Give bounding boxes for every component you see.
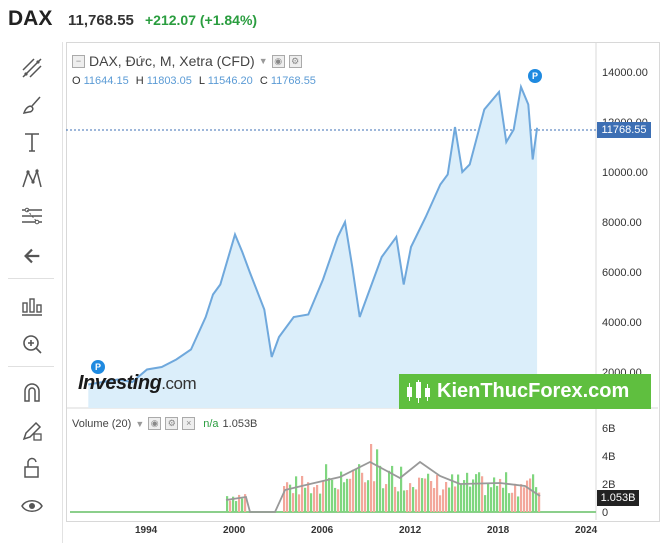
unlock-icon[interactable]: [16, 452, 48, 484]
volume-badge: 1.053B: [597, 490, 639, 506]
open-value: 11644.15: [83, 75, 129, 87]
eye-icon[interactable]: [16, 490, 48, 522]
ruler-icon[interactable]: [16, 290, 48, 322]
trend-line-icon[interactable]: [16, 52, 48, 84]
collapse-icon[interactable]: −: [72, 54, 85, 68]
toolbar-divider: [8, 278, 54, 279]
lock-pencil-icon[interactable]: [16, 415, 48, 447]
investing-text: Investing: [78, 372, 162, 394]
pivot-marker-icon[interactable]: P: [528, 69, 542, 83]
chevron-down-icon[interactable]: ▼: [258, 56, 268, 66]
pattern-icon[interactable]: [16, 163, 48, 195]
volume-label: Volume (20): [72, 417, 132, 430]
last-price: 11,768.55: [68, 12, 134, 29]
pivot-marker-icon[interactable]: P: [91, 360, 105, 374]
time-tick-label: 1994: [135, 525, 158, 536]
chart-legend: − DAX, Đức, M, Xetra (CFD) ▼ ◉ ⚙: [72, 53, 302, 69]
open-label: O: [72, 75, 81, 87]
investing-watermark: Investing.com: [78, 372, 197, 395]
close-label: C: [259, 75, 268, 87]
volume-na: n/a: [203, 417, 219, 430]
last-price-badge: 11768.55: [597, 122, 651, 138]
volume-value: 1.053B: [222, 417, 258, 430]
gear-icon[interactable]: ⚙: [165, 417, 179, 430]
text-icon[interactable]: [16, 126, 48, 158]
eye-toggle-icon[interactable]: ◉: [148, 417, 162, 430]
price-change: +212.07 (+1.84%): [145, 12, 258, 28]
low-value: 11546.20: [207, 75, 253, 87]
time-tick-label: 2012: [399, 525, 422, 536]
close-icon[interactable]: ×: [182, 417, 196, 430]
kienthucforex-watermark: KienThucForex.com: [399, 374, 651, 409]
low-label: L: [198, 75, 205, 87]
chart-container[interactable]: [66, 42, 660, 522]
chevron-down-icon[interactable]: ▼: [135, 418, 145, 429]
time-tick-label: 2006: [311, 525, 334, 536]
high-label: H: [135, 75, 144, 87]
close-value: 11768.55: [270, 75, 316, 87]
time-tick-label: 2018: [487, 525, 510, 536]
toolbar-divider: [8, 366, 54, 367]
time-tick-label: 2000: [223, 525, 246, 536]
symbol-title: DAX: [8, 7, 53, 30]
magnet-icon[interactable]: [16, 377, 48, 409]
gear-icon[interactable]: ⚙: [288, 54, 302, 68]
investing-com-text: .com: [161, 374, 197, 393]
zoom-in-icon[interactable]: [16, 328, 48, 360]
back-arrow-icon[interactable]: [16, 240, 48, 272]
time-tick-label: 2024: [575, 525, 598, 536]
kienthucforex-text: KienThucForex.com: [437, 380, 630, 402]
high-value: 11803.05: [146, 75, 192, 87]
header-bar: DAX 11,768.55 +212.07 (+1.84%): [0, 0, 671, 42]
brush-icon[interactable]: [16, 89, 48, 121]
ohlc-values: O 11644.15 H 11803.05 L 11546.20 C 11768…: [72, 75, 320, 87]
fib-icon[interactable]: [16, 200, 48, 232]
eye-toggle-icon[interactable]: ◉: [271, 54, 285, 68]
candles-logo-icon: [407, 380, 430, 403]
legend-title: DAX, Đức, M, Xetra (CFD): [89, 53, 255, 69]
volume-legend: Volume (20) ▼ ◉ ⚙ × n/a 1.053B: [72, 417, 257, 430]
drawing-toolbar: [0, 42, 63, 543]
